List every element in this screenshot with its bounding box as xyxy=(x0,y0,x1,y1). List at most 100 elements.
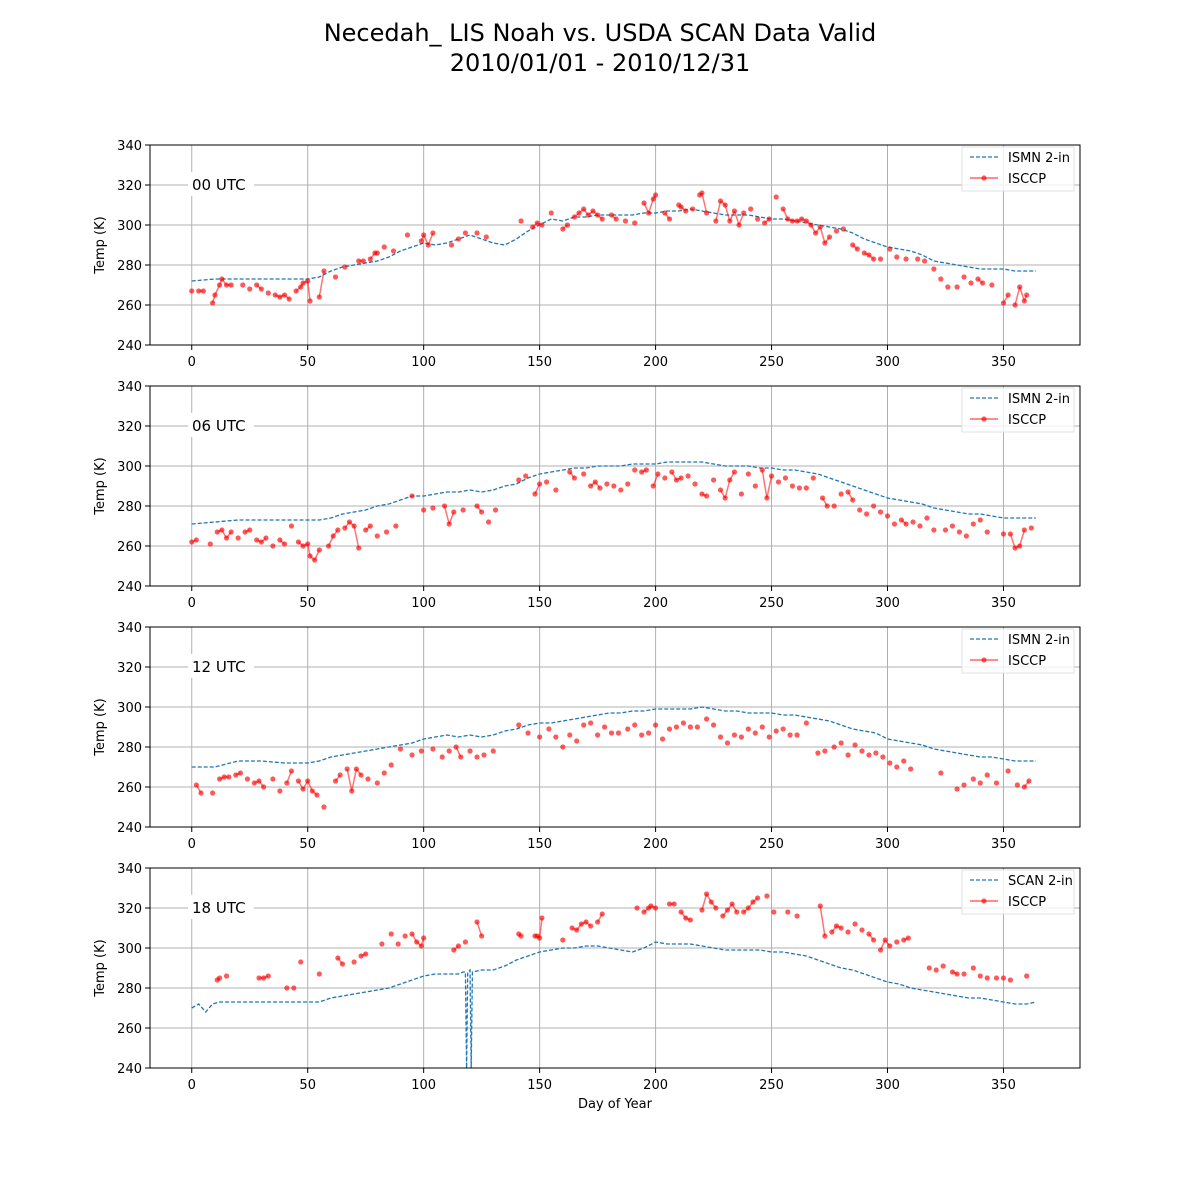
isccp-point xyxy=(678,909,684,915)
x-tick-label: 250 xyxy=(759,596,784,611)
axes-frame xyxy=(149,144,1081,346)
x-tick-label: 0 xyxy=(188,355,196,370)
isccp-point xyxy=(212,292,218,298)
panel-12-utc: 0 50 100 150 200 250 300 350 240 260 280 300 320 340 T… xyxy=(93,621,1081,852)
isccp-point xyxy=(363,527,369,533)
isccp-point xyxy=(228,282,234,288)
y-tick-label: 340 xyxy=(117,621,142,636)
isccp-point xyxy=(910,519,916,525)
isccp-point xyxy=(207,541,213,547)
isccp-point xyxy=(1028,525,1034,531)
isccp-point xyxy=(683,208,689,214)
isccp-segment xyxy=(819,905,826,937)
isccp-point xyxy=(771,909,777,915)
isccp-point xyxy=(242,529,248,535)
isccp-point xyxy=(430,505,436,511)
isccp-point xyxy=(678,204,684,210)
isccp-point xyxy=(595,732,601,738)
isccp-point xyxy=(483,234,489,240)
isccp-point xyxy=(281,292,288,298)
isccp-point xyxy=(713,905,719,911)
isccp-point xyxy=(261,975,267,981)
x-tick-label: 350 xyxy=(991,837,1016,852)
isccp-point xyxy=(330,533,336,539)
isccp-point xyxy=(474,230,480,236)
panel-06-utc: 0 50 100 150 200 250 300 350 240 260 280 300 320 340 T… xyxy=(93,380,1081,611)
isccp-point xyxy=(316,294,322,300)
isccp-point xyxy=(430,746,436,752)
x-tick-label: 150 xyxy=(527,837,552,852)
isccp-point xyxy=(455,943,462,949)
isccp-point xyxy=(569,925,575,931)
isccp-point xyxy=(789,218,796,224)
isccp-point xyxy=(418,238,424,244)
isccp-point xyxy=(724,740,731,746)
isccp-point xyxy=(374,533,380,539)
isccp-point xyxy=(877,947,884,953)
isccp-point xyxy=(977,517,983,523)
x-tick-label: 100 xyxy=(411,1078,436,1093)
isccp-point xyxy=(402,933,408,939)
isccp-point xyxy=(210,300,216,306)
x-tick-label: 0 xyxy=(188,837,196,852)
isccp-point xyxy=(866,252,872,258)
isccp-point xyxy=(901,937,907,943)
isccp-point xyxy=(235,535,241,541)
isccp-point xyxy=(622,218,629,224)
isccp-point xyxy=(840,226,847,232)
isccp-point xyxy=(854,246,860,252)
isccp-point xyxy=(908,766,914,772)
isccp-point xyxy=(687,724,693,730)
isccp-point xyxy=(409,493,415,499)
isccp-point xyxy=(993,975,1000,981)
isccp-point xyxy=(1000,975,1007,981)
isccp-point xyxy=(938,276,944,282)
isccp-point xyxy=(525,730,531,736)
isccp-point xyxy=(233,772,239,778)
isccp-point xyxy=(866,752,872,758)
legend-marker-swatch xyxy=(981,416,987,422)
isccp-point xyxy=(446,748,452,754)
isccp-point xyxy=(374,250,380,256)
isccp-point xyxy=(768,473,775,479)
isccp-point xyxy=(717,198,724,204)
isccp-point xyxy=(671,901,677,907)
panel-label: 12 UTC xyxy=(192,658,246,676)
isccp-point xyxy=(583,919,589,925)
isccp-point xyxy=(458,754,464,760)
isccp-point xyxy=(639,732,645,738)
isccp-point xyxy=(247,286,253,292)
isccp-point xyxy=(785,216,791,222)
isccp-point xyxy=(601,724,608,730)
isccp-point xyxy=(731,469,738,475)
isccp-point xyxy=(588,720,594,726)
isccp-point xyxy=(704,716,710,722)
isccp-point xyxy=(945,284,951,290)
isccp-segment xyxy=(443,505,450,525)
x-tick-label: 300 xyxy=(875,1078,900,1093)
x-tick-label: 50 xyxy=(299,355,316,370)
panel-label: 00 UTC xyxy=(192,176,246,194)
isccp-point xyxy=(736,222,742,228)
isccp-point xyxy=(933,967,939,973)
isccp-point xyxy=(882,937,888,943)
isccp-point xyxy=(353,766,360,772)
isccp-point xyxy=(662,475,668,481)
isccp-point xyxy=(648,903,654,909)
isccp-point xyxy=(305,541,311,547)
isccp-point xyxy=(666,901,673,907)
isccp-point xyxy=(643,467,649,473)
isccp-point xyxy=(694,724,700,730)
isccp-point xyxy=(1014,782,1020,788)
isccp-point xyxy=(284,985,290,991)
isccp-point xyxy=(954,786,960,792)
figure-title-line-1: Necedah_ LIS Noah vs. USDA SCAN Data Val… xyxy=(323,19,877,47)
isccp-point xyxy=(564,222,571,228)
isccp-point xyxy=(588,923,594,929)
isccp-point xyxy=(198,790,204,796)
x-tick-label: 200 xyxy=(643,355,668,370)
isccp-point xyxy=(961,274,967,280)
isccp-point xyxy=(669,469,675,475)
isccp-point xyxy=(924,515,930,521)
isccp-point xyxy=(439,754,445,760)
